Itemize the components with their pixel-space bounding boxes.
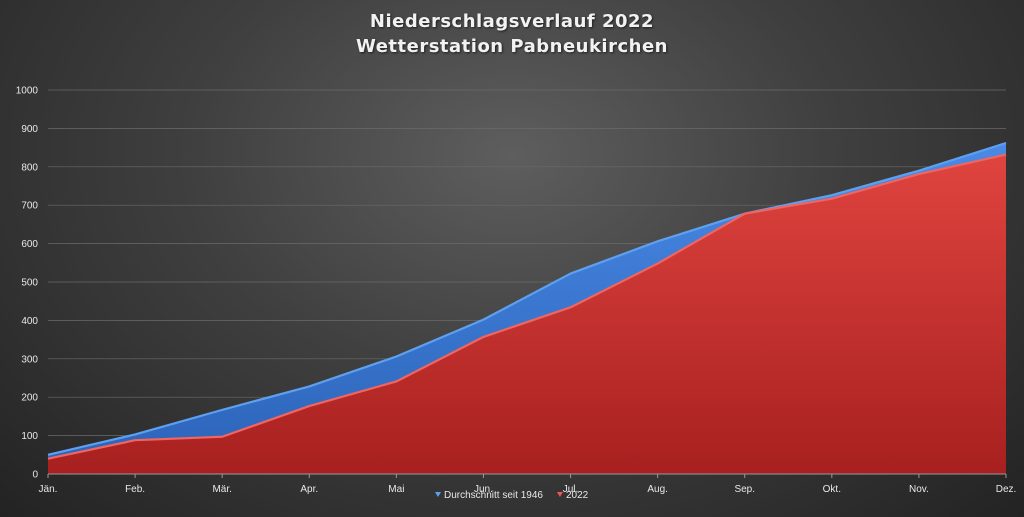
area-series-line-1 (47, 153, 1007, 460)
legend-marker-0 (435, 492, 441, 497)
x-tick-label: Nov. (909, 484, 929, 495)
x-tick-label: Okt. (823, 484, 841, 495)
y-tick-label: 900 (21, 124, 38, 135)
x-tick-label: Jän. (39, 484, 58, 495)
x-tick-label: Dez. (996, 484, 1017, 495)
y-tick-label: 500 (21, 278, 38, 289)
x-tick-label: Jun. (474, 484, 493, 495)
y-tick-label: 200 (21, 393, 38, 404)
y-tick-label: 700 (21, 201, 38, 212)
x-tick-label: Apr. (300, 484, 318, 495)
x-tick-label: Jul. (563, 484, 579, 495)
x-tick-label: Aug. (647, 484, 668, 495)
area-series-line-0 (47, 141, 1007, 456)
x-tick-label: Mai (388, 484, 404, 495)
y-tick-label: 600 (21, 239, 38, 250)
chart-subtitle: Wetterstation Pabneukirchen (355, 36, 668, 57)
y-tick-label: 1000 (16, 86, 39, 97)
y-tick-label: 400 (21, 316, 38, 327)
area-series-1 (48, 154, 1006, 474)
legend-marker-1 (556, 492, 563, 497)
x-tick-label: Mär. (212, 484, 231, 495)
y-tick-label: 300 (21, 354, 38, 365)
x-tick-label: Sep. (734, 484, 755, 495)
y-tick-label: 800 (21, 162, 38, 173)
legend-label-0: Durchschnitt seit 1946 (444, 490, 543, 501)
y-tick-label: 100 (21, 431, 38, 442)
x-tick-label: Feb. (125, 484, 145, 495)
y-tick-label: 0 (32, 470, 38, 481)
legend-label-1: 2022 (566, 490, 589, 501)
chart-title: Niederschlagsverlauf 2022 (369, 11, 655, 32)
